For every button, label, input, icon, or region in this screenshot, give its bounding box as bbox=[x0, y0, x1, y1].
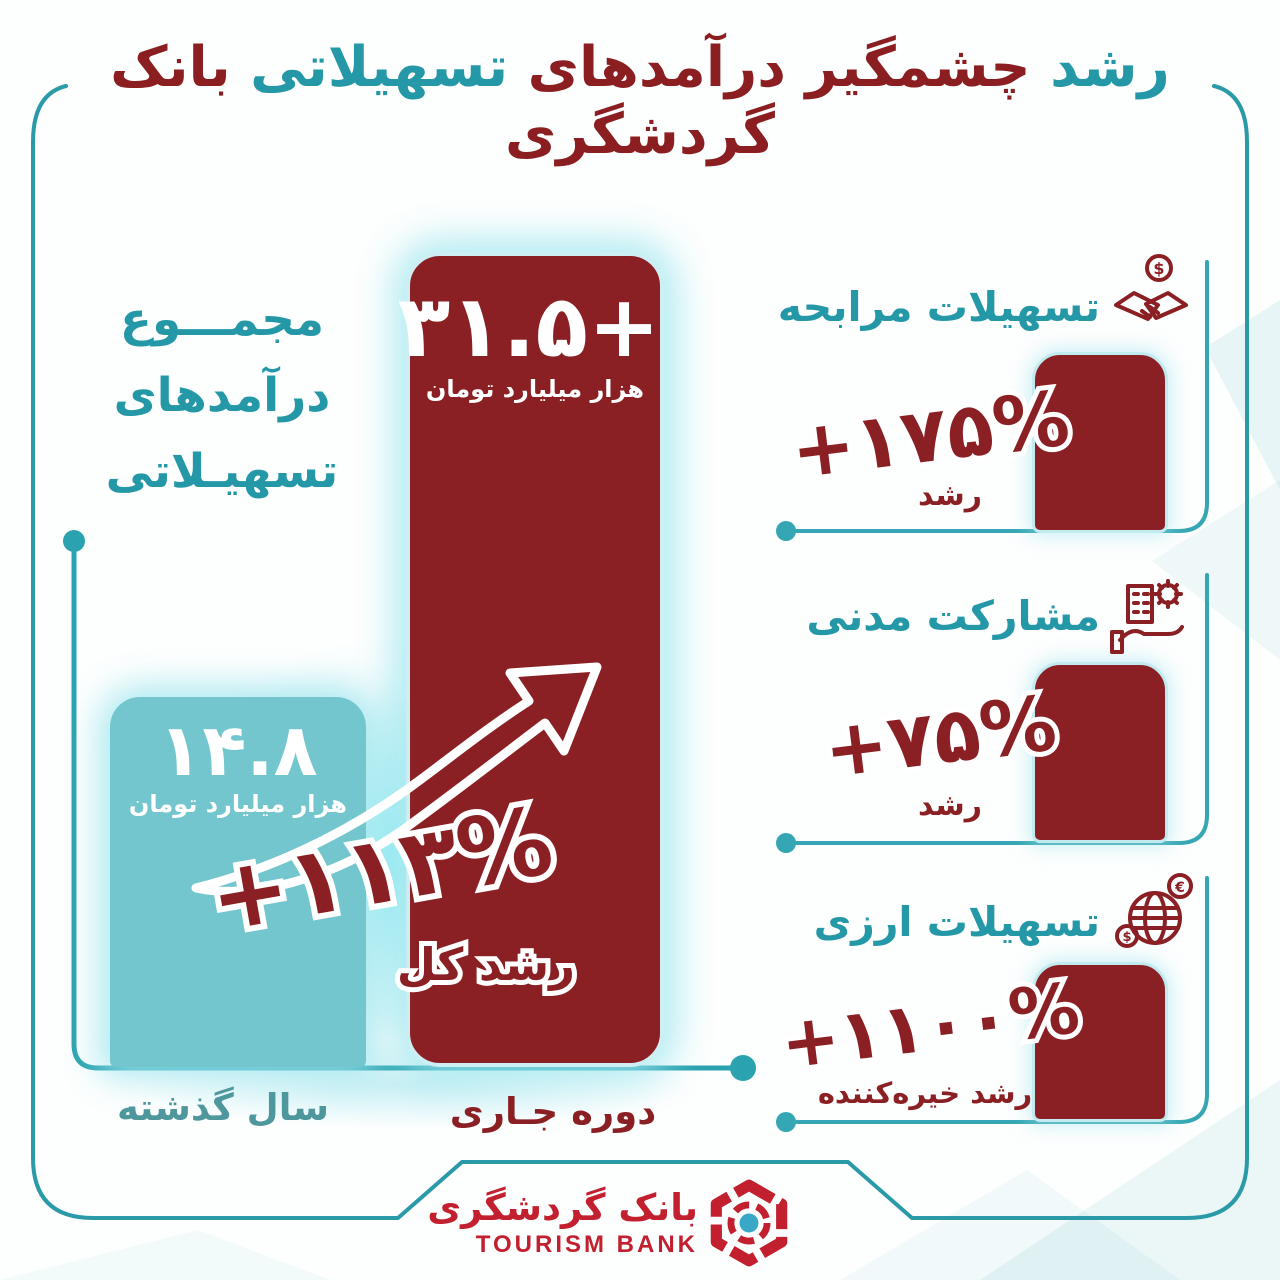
title-words-bank-name: بانک گردشگری bbox=[110, 35, 775, 168]
card2-title: مشارکت مدنی bbox=[806, 592, 1100, 640]
axis-label-current-period: دوره جـاری bbox=[449, 1090, 657, 1133]
title-word-tashilati: تسهیلاتی bbox=[250, 35, 509, 100]
current-period-unit: هزار میلیارد تومان bbox=[425, 374, 645, 403]
card3-growth-label: رشد خیره‌کننده bbox=[817, 1076, 1033, 1110]
card3-title: تسهیلات ارزی bbox=[813, 898, 1100, 946]
svg-text:€: € bbox=[1174, 880, 1185, 896]
current-period-value: +۳۱.۵ bbox=[397, 277, 660, 377]
axis-label-previous-year: سال گذشته bbox=[116, 1086, 330, 1129]
summary-line-3: تسهیـلاتی bbox=[105, 444, 339, 499]
outer-frame-line bbox=[31, 84, 1249, 1220]
handshake-dollar-icon: $ bbox=[1114, 254, 1188, 321]
axis-top-dot bbox=[63, 530, 85, 552]
card1-border-dot bbox=[776, 521, 796, 541]
card1-title: تسهیلات مرابحه bbox=[777, 283, 1100, 331]
summary-line-2: درآمدهای bbox=[113, 368, 331, 423]
card3-border-line bbox=[795, 876, 1209, 1124]
card2-border-dot bbox=[776, 833, 796, 853]
globe-currency-icon: € $ bbox=[1115, 873, 1193, 948]
card1-border-line bbox=[795, 260, 1209, 533]
tourism-bank-logo-text: بانک گردشگری TOURISM BANK bbox=[420, 1186, 698, 1259]
svg-text:$: $ bbox=[1153, 259, 1164, 278]
tourism-bank-logo-icon bbox=[710, 1179, 788, 1267]
total-growth-label: رشد کل رشد کل bbox=[376, 933, 596, 996]
svg-text:$: $ bbox=[1122, 930, 1131, 945]
page-title: رشد چشمگیر درآمدهای تسهیلاتی بانک گردشگر… bbox=[0, 34, 1280, 168]
card3-mini-bar bbox=[1032, 962, 1168, 1122]
card1-mini-bar bbox=[1032, 352, 1168, 533]
card2-border-line bbox=[795, 573, 1209, 845]
card3-border-dot bbox=[776, 1112, 796, 1132]
summary-label: مجمـــوع درآمدهای تسهیـلاتی bbox=[62, 282, 382, 510]
title-word-roshd: رشد bbox=[1050, 35, 1170, 100]
logo-persian-name: بانک گردشگری bbox=[427, 1186, 698, 1229]
logo-english-name: TOURISM BANK bbox=[475, 1230, 698, 1258]
card2-growth-label: رشد bbox=[917, 788, 983, 823]
total-growth-label-text: رشد کل bbox=[396, 938, 576, 991]
card2-mini-bar bbox=[1032, 662, 1168, 843]
card1-growth-label: رشد bbox=[917, 478, 983, 513]
summary-line-1: مجمـــوع bbox=[119, 292, 325, 347]
title-words-growth-income: چشمگیر درآمدهای bbox=[527, 35, 1031, 100]
hand-building-gear-icon bbox=[1110, 579, 1184, 654]
